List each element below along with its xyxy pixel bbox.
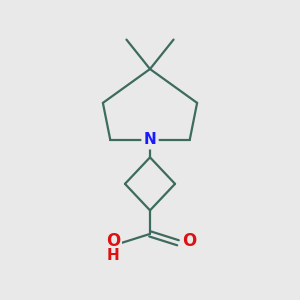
Text: O: O: [182, 232, 196, 250]
Text: N: N: [144, 132, 156, 147]
Text: H: H: [107, 248, 120, 263]
Text: O: O: [106, 232, 120, 250]
